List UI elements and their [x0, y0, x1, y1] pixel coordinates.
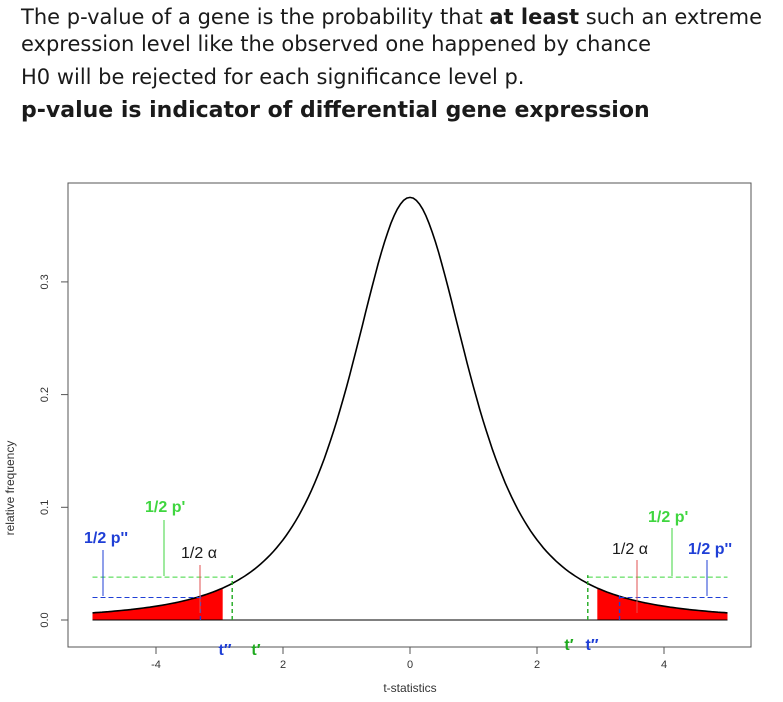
marker-label-3: t′ [564, 637, 573, 654]
definition-text-1: The p-value of a gene is the probability… [21, 5, 490, 29]
t-distribution-chart: -4 2 0 2 40.00.10.20.3 1/2 p'1/2 p''1/2 α1/2… [3, 182, 752, 695]
rejection-paragraph: H0 will be rejected for each significanc… [21, 65, 525, 89]
x-tick-label-2: 2 [280, 659, 286, 671]
definition-text-2: such an extreme expression level like th… [21, 5, 763, 56]
axes: -4 2 0 2 4 0.0 0.1 0.2 0.3 [39, 274, 667, 671]
x-tick-label-3: 0 [407, 659, 413, 671]
x-tick-label-1: -4 [151, 659, 161, 671]
y-tick-label-4: 0.3 [39, 274, 51, 289]
label-half-alpha-left: 1/2 α [181, 545, 217, 562]
marker-label-4: t″ [586, 637, 599, 654]
left-tail-area [92, 588, 223, 620]
label-half-p-prime-right: 1/2 p' [648, 509, 688, 526]
x-axis-title: t-statistics [383, 681, 436, 695]
conclusion-heading: p-value is indicator of differential gen… [21, 98, 650, 123]
definition-bold: at least [489, 5, 580, 29]
label-half-p-prime-left: 1/2 p' [145, 499, 185, 516]
definition-paragraph: The p-value of a gene is the probability… [21, 4, 781, 58]
tail-shading [92, 588, 728, 621]
marker-label-2: t′ [251, 642, 260, 659]
y-tick-label-3: 0.2 [39, 387, 51, 402]
y-axis-title: relative frequency [3, 441, 17, 536]
right-tail-area [597, 588, 728, 620]
label-half-alpha-right: 1/2 α [612, 541, 648, 558]
intro-text: The p-value of a gene is the probability… [21, 4, 781, 124]
x-tick-label-4: 2 [534, 659, 540, 671]
guide-lines [92, 575, 728, 620]
label-half-p-double-prime-left: 1/2 p'' [84, 530, 128, 547]
x-tick-label-5: 4 [661, 659, 667, 671]
marker-label-1: t″ [219, 642, 232, 659]
annotations: 1/2 p'1/2 p''1/2 α1/2 p'1/2 α 1/2 p''t″ t′… [84, 499, 732, 659]
y-tick-label-1: 0.0 [39, 612, 51, 627]
y-tick-label-2: 0.1 [39, 500, 51, 515]
label-half-p-double-prime-right: 1/2 p'' [688, 541, 732, 558]
